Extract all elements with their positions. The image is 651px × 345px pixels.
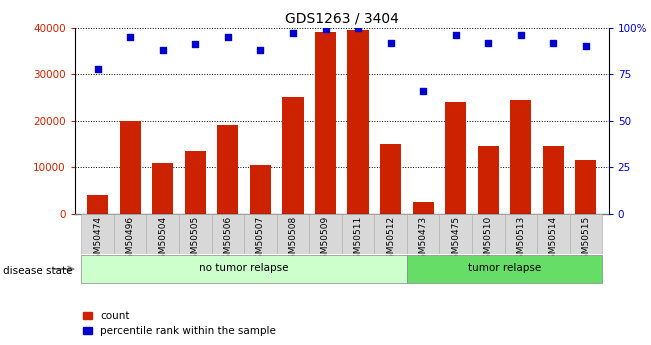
Bar <box>543 146 564 214</box>
FancyBboxPatch shape <box>537 214 570 254</box>
Bar <box>283 97 303 214</box>
Point <box>450 32 461 38</box>
Bar <box>152 162 173 214</box>
Point <box>581 43 591 49</box>
Bar <box>380 144 401 214</box>
FancyBboxPatch shape <box>244 214 277 254</box>
Bar <box>510 100 531 214</box>
Text: GSM50506: GSM50506 <box>223 216 232 265</box>
Text: GSM50473: GSM50473 <box>419 216 428 265</box>
Point <box>190 42 201 47</box>
Bar <box>348 30 368 214</box>
FancyBboxPatch shape <box>277 214 309 254</box>
FancyBboxPatch shape <box>407 255 602 283</box>
FancyBboxPatch shape <box>505 214 537 254</box>
FancyBboxPatch shape <box>374 214 407 254</box>
Point <box>223 34 233 40</box>
Point <box>418 88 428 94</box>
Point <box>288 30 298 36</box>
Bar <box>315 32 336 214</box>
FancyBboxPatch shape <box>81 214 114 254</box>
Title: GDS1263 / 3404: GDS1263 / 3404 <box>285 11 398 25</box>
Text: GSM50510: GSM50510 <box>484 216 493 265</box>
Text: GSM50474: GSM50474 <box>93 216 102 265</box>
Point <box>158 47 168 53</box>
Bar <box>575 160 596 214</box>
Text: GSM50514: GSM50514 <box>549 216 558 265</box>
Text: GSM50508: GSM50508 <box>288 216 298 265</box>
Text: GSM50496: GSM50496 <box>126 216 135 265</box>
Bar <box>413 202 434 214</box>
Point <box>92 66 103 71</box>
Text: GSM50475: GSM50475 <box>451 216 460 265</box>
Point <box>548 40 559 45</box>
Text: GSM50511: GSM50511 <box>353 216 363 265</box>
Point <box>385 40 396 45</box>
FancyBboxPatch shape <box>439 214 472 254</box>
FancyBboxPatch shape <box>342 214 374 254</box>
Text: GSM50515: GSM50515 <box>581 216 590 265</box>
Text: GSM50512: GSM50512 <box>386 216 395 265</box>
Text: GSM50513: GSM50513 <box>516 216 525 265</box>
Point <box>125 34 135 40</box>
Point <box>320 27 331 32</box>
FancyBboxPatch shape <box>114 214 146 254</box>
FancyBboxPatch shape <box>407 214 439 254</box>
Bar <box>445 102 466 214</box>
Bar <box>250 165 271 214</box>
Text: disease state: disease state <box>3 266 73 276</box>
Bar <box>217 125 238 214</box>
Bar <box>120 121 141 214</box>
Text: GSM50509: GSM50509 <box>321 216 330 265</box>
FancyBboxPatch shape <box>81 255 407 283</box>
Text: no tumor relapse: no tumor relapse <box>199 264 289 274</box>
Text: tumor relapse: tumor relapse <box>468 264 541 274</box>
FancyBboxPatch shape <box>570 214 602 254</box>
Point <box>353 25 363 30</box>
FancyBboxPatch shape <box>212 214 244 254</box>
Point <box>516 32 526 38</box>
Bar <box>478 146 499 214</box>
FancyBboxPatch shape <box>472 214 505 254</box>
Text: GSM50505: GSM50505 <box>191 216 200 265</box>
FancyBboxPatch shape <box>146 214 179 254</box>
Point <box>483 40 493 45</box>
Bar <box>185 151 206 214</box>
FancyBboxPatch shape <box>309 214 342 254</box>
Legend: count, percentile rank within the sample: count, percentile rank within the sample <box>83 311 276 336</box>
Point <box>255 47 266 53</box>
Bar <box>87 195 108 214</box>
FancyBboxPatch shape <box>179 214 212 254</box>
Text: GSM50504: GSM50504 <box>158 216 167 265</box>
Text: GSM50507: GSM50507 <box>256 216 265 265</box>
